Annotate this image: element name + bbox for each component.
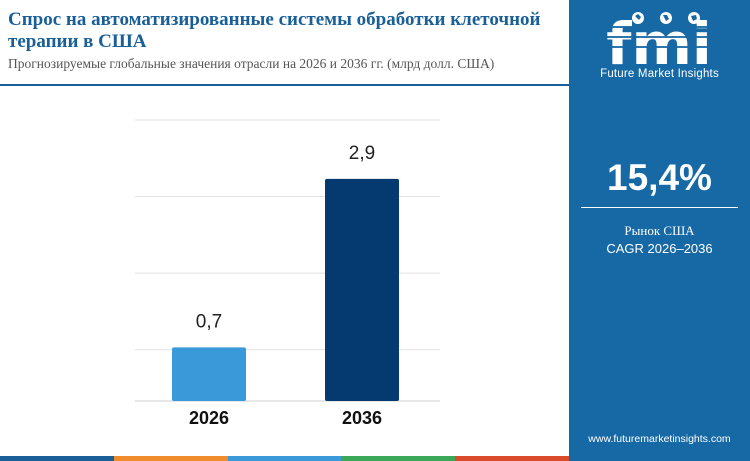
- bar-chart: 0,7 2026 2,9 2036: [135, 119, 440, 428]
- cagr-label: Рынок США: [624, 223, 695, 238]
- fmi-logo: fmi: [603, 10, 717, 78]
- cagr-divider: [581, 207, 738, 208]
- header-divider: [0, 84, 569, 86]
- data-label-2026: 0,7: [196, 311, 222, 332]
- cagr-range: CAGR 2026–2036: [606, 241, 713, 256]
- x-tick-label-2036: 2036: [342, 408, 382, 428]
- data-label-2036: 2,9: [349, 143, 375, 164]
- bar-2036: [325, 178, 399, 401]
- chart-title: Спрос на автоматизированные системы обра…: [8, 9, 541, 52]
- footer-stripe-segment: [341, 456, 456, 461]
- logo-caption: Future Market Insights: [600, 68, 719, 80]
- footer-stripe-segment: [227, 456, 342, 461]
- website-link[interactable]: www.futuremarketinsights.com: [588, 433, 731, 445]
- cagr-value: 15,4%: [607, 157, 712, 198]
- sidebar: fmi Future Market Insights 15,4% Рынок С…: [569, 0, 750, 461]
- footer-stripe-segment: [0, 456, 114, 461]
- footer-stripe-segment: [455, 456, 570, 461]
- chart-subtitle: Прогнозируемые глобальные значения отрас…: [8, 56, 495, 71]
- chart-panel: Спрос на автоматизированные системы обра…: [0, 9, 569, 428]
- footer-stripe-segment: [113, 456, 228, 461]
- bar-2026: [172, 347, 246, 401]
- x-tick-label-2026: 2026: [189, 408, 229, 428]
